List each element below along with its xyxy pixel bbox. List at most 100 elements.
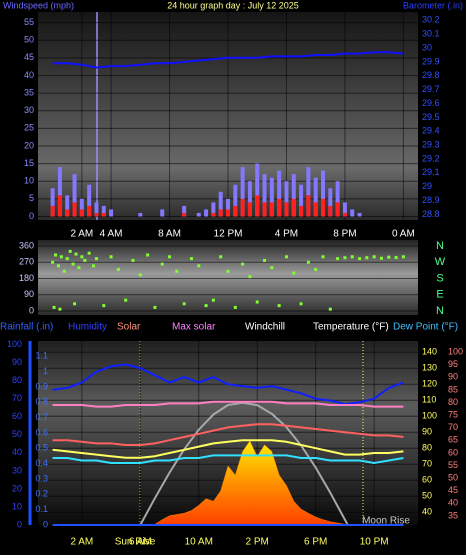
y4-tick-label: 95 [448,359,458,369]
y-tick-label: 55 [24,17,34,27]
wind-bar [94,212,99,217]
y2-tick-label: E [436,289,443,301]
direction-point [68,249,72,253]
wind-bar [72,202,77,217]
y2-tick-label: 29.8 [422,70,440,80]
series-line [139,401,349,526]
y3-tick-label: 100 [422,411,437,421]
y4-tick-label: 70 [448,422,458,432]
y2-tick-label: 80 [12,375,22,385]
direction-point [87,251,91,255]
y2-tick-label: 29.7 [422,84,440,94]
direction-point [131,258,135,262]
wind-bar [211,202,216,217]
x-tick-label: 2 AM [70,537,93,548]
y-tick-label: 0.3 [35,473,48,483]
direction-point [350,255,354,259]
wind-bar [284,181,289,217]
y-tick-label: 10 [24,176,34,186]
y-tick-label: 50 [24,35,34,45]
wind-bar [269,177,274,217]
direction-point [138,273,142,277]
y-tick-label: 0.4 [35,458,48,468]
direction-point [71,262,75,266]
wind-bar [72,174,77,217]
y-axis-label: Windspeed (mph) [3,0,74,10]
direction-point [197,264,201,268]
series-line [52,51,404,69]
wind-bar [328,205,333,217]
legend-label: Humidity [68,322,107,333]
y-tick-label: 90 [24,289,34,299]
annotation: Sun Rise [115,537,156,548]
wind-bar [247,181,252,217]
y-tick-label: 0.9 [35,381,48,391]
y3-tick-label: 140 [422,347,437,357]
x-tick-label: 10 PM [360,537,389,548]
y2-tick-label: 29.4 [422,126,440,136]
wind-bar [94,202,99,217]
y3-tick-label: 40 [422,507,432,517]
wind-bar [79,198,84,217]
solar-area [154,440,346,526]
y2-tick-label: 29.2 [422,153,440,163]
direction-point [394,256,398,260]
wind-bar [50,188,55,217]
direction-point [124,298,128,302]
y3-tick-label: 90 [422,427,432,437]
wind-bar [50,205,55,217]
y-tick-label: 0.8 [35,397,48,407]
wind-bar [299,184,304,217]
y2-tick-label: 90 [12,357,22,367]
direction-point [211,298,215,302]
y3-tick-label: 50 [422,491,432,501]
wind-bar [218,191,223,217]
x-tick-label: 6 PM [304,537,327,548]
direction-point [182,302,186,306]
y-tick-label: 270 [19,257,34,267]
y3-tick-label: 110 [422,395,436,405]
direction-point [80,255,84,259]
x-tick-label: 12 PM [214,229,243,240]
direction-point [358,257,362,261]
wind-bar [335,181,340,217]
legend-label: Max solar [172,322,216,333]
y-tick-label: 360 [19,240,34,250]
direction-point [83,258,87,262]
x-tick-label: 4 AM [100,229,123,240]
y2-tick-label: 70 [12,393,22,403]
y-tick-label: 0 [29,305,34,315]
x-tick-label: 2 AM [70,229,93,240]
wind-bar [342,212,347,217]
y4-tick-label: 40 [448,498,458,508]
y-tick-label: 5 [29,193,34,203]
direction-point [328,307,332,311]
wind-bar [342,202,347,217]
y2-tick-label: 40 [12,447,22,457]
legend-label: Windchill [245,322,285,333]
wind-bar [321,170,325,217]
y4-tick-label: 35 [448,510,458,520]
y-tick-label: 15 [24,158,34,168]
wind-bar [284,202,289,217]
y4-tick-label: 75 [448,409,458,419]
plot-background [38,240,418,315]
y2-axis-label: Barometer (.in) [403,0,463,10]
y2-tick-label: 30 [12,465,22,475]
direction-point [401,255,405,259]
y2-tick-label: 50 [12,429,22,439]
y2-tick-label: 60 [12,411,22,421]
y2-tick-label: 100 [7,339,22,349]
y2-tick-label: 10 [12,501,22,511]
y-tick-label: 20 [24,140,34,150]
y2-tick-label: 30 [422,42,432,52]
direction-point [226,269,230,273]
y-tick-label: 0.1 [35,504,48,514]
wind-bar [291,198,296,217]
y-tick-label: 45 [24,52,34,62]
y2-tick-label: 29.3 [422,139,440,149]
wind-bar [65,195,70,217]
y2-tick-label: 30.2 [422,15,440,25]
wind-bar [57,195,62,217]
y2-tick-label: 28.9 [422,195,440,205]
